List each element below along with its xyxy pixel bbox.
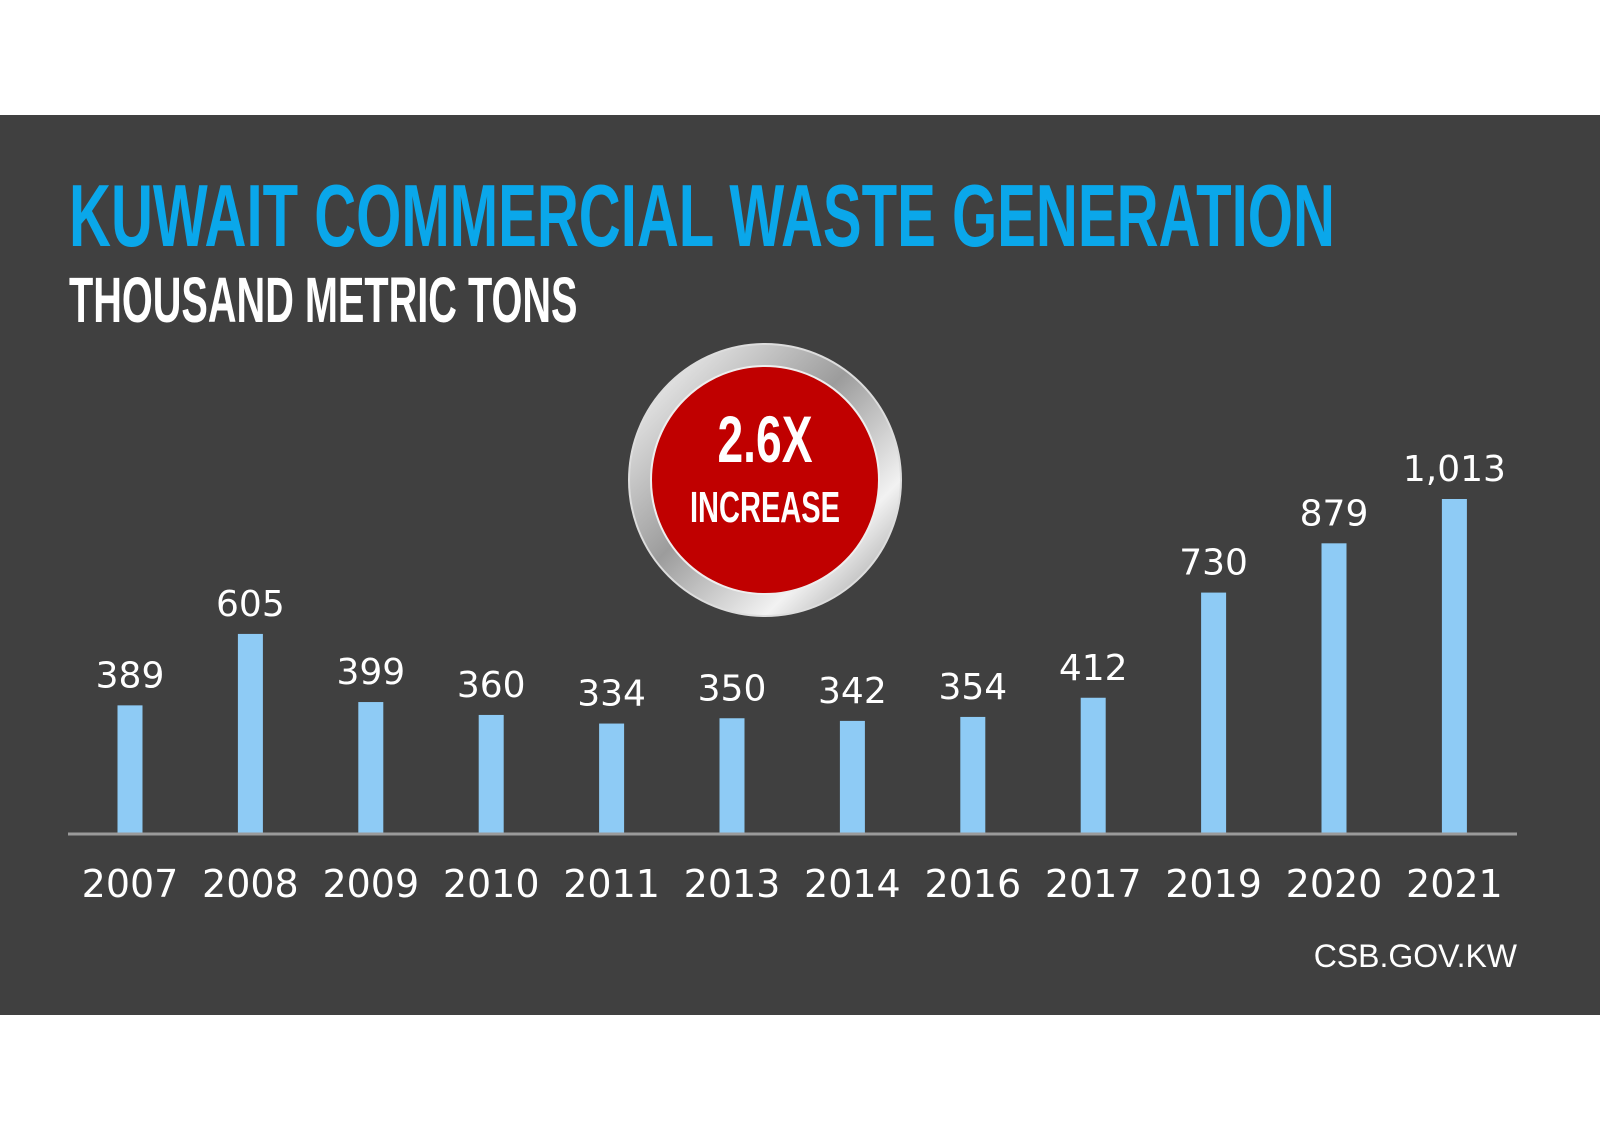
x-tick-label-2007: 2007	[82, 862, 179, 906]
x-tick-label-2019: 2019	[1165, 862, 1262, 906]
value-label-2020: 879	[1300, 493, 1369, 534]
bar-2011	[599, 723, 625, 834]
value-label-2013: 350	[698, 668, 767, 709]
value-label-2016: 354	[938, 667, 1007, 708]
source-label: CSB.GOV.KW	[1314, 938, 1518, 974]
x-tick-label-2016: 2016	[924, 862, 1021, 906]
value-label-2019: 730	[1179, 543, 1248, 584]
value-label-2021: 1,013	[1403, 449, 1506, 490]
x-tick-label-2013: 2013	[684, 862, 781, 906]
value-label-2009: 399	[336, 652, 405, 693]
chart-subtitle: THOUSAND METRIC TONS	[69, 264, 578, 336]
chart-title: KUWAIT COMMERCIAL WASTE GENERATION	[69, 166, 1335, 265]
value-label-2010: 360	[457, 665, 526, 706]
value-label-2011: 334	[577, 674, 646, 715]
x-tick-label-2008: 2008	[202, 862, 299, 906]
bar-2013	[719, 718, 745, 834]
callout-disc	[650, 365, 880, 595]
bar-2014	[839, 720, 865, 834]
bar-2017	[1080, 697, 1106, 834]
bar-2019	[1201, 592, 1227, 834]
bar-2007	[117, 705, 143, 834]
callout-label: INCREASE	[690, 482, 840, 532]
x-tick-label-2014: 2014	[804, 862, 901, 906]
bar-2016	[960, 716, 986, 834]
value-label-2007: 389	[96, 655, 165, 696]
increase-callout-badge: 2.6X INCREASE	[628, 343, 902, 617]
bar-2010	[478, 714, 504, 834]
bar-2008	[237, 633, 263, 834]
x-tick-label-2011: 2011	[563, 862, 660, 906]
value-label-2017: 412	[1059, 648, 1128, 689]
value-label-2008: 605	[216, 584, 285, 625]
callout-value: 2.6X	[717, 403, 812, 477]
bar-2020	[1321, 543, 1347, 834]
x-tick-label-2020: 2020	[1286, 862, 1383, 906]
value-label-2014: 342	[818, 671, 887, 712]
x-tick-label-2009: 2009	[322, 862, 419, 906]
x-tick-label-2010: 2010	[443, 862, 540, 906]
x-tick-label-2021: 2021	[1406, 862, 1503, 906]
bar-2009	[358, 702, 384, 834]
x-tick-label-2017: 2017	[1045, 862, 1142, 906]
bar-2021	[1441, 499, 1467, 834]
